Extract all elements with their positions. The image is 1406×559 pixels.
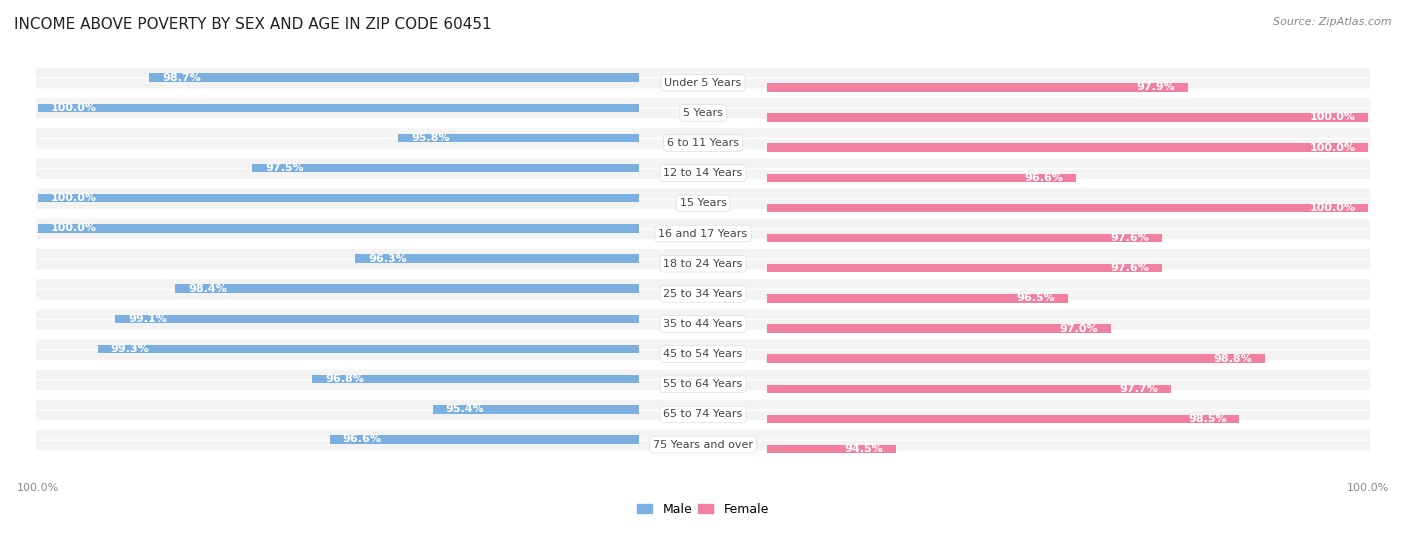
FancyBboxPatch shape [37, 380, 1369, 390]
Bar [433, 405, 638, 414]
FancyBboxPatch shape [37, 219, 1369, 229]
Bar [768, 143, 1368, 152]
Text: Under 5 Years: Under 5 Years [665, 78, 741, 88]
Text: 45 to 54 Years: 45 to 54 Years [664, 349, 742, 359]
Bar [768, 83, 1188, 92]
Bar [38, 103, 638, 112]
Text: Source: ZipAtlas.com: Source: ZipAtlas.com [1274, 17, 1392, 27]
Text: 25 to 34 Years: 25 to 34 Years [664, 289, 742, 299]
FancyBboxPatch shape [37, 230, 1369, 239]
Text: 96.6%: 96.6% [343, 434, 381, 444]
Bar [768, 234, 1163, 242]
Bar [768, 294, 1067, 302]
Text: 16 and 17 Years: 16 and 17 Years [658, 229, 748, 239]
Text: 5 Years: 5 Years [683, 108, 723, 118]
Bar [768, 113, 1368, 122]
Text: 99.1%: 99.1% [128, 314, 167, 324]
Text: 96.8%: 96.8% [325, 374, 364, 384]
Text: 12 to 14 Years: 12 to 14 Years [664, 168, 742, 178]
FancyBboxPatch shape [37, 200, 1369, 209]
FancyBboxPatch shape [37, 320, 1369, 330]
FancyBboxPatch shape [37, 98, 1369, 108]
FancyBboxPatch shape [37, 350, 1369, 360]
Bar [768, 324, 1111, 333]
Text: 95.4%: 95.4% [446, 404, 484, 414]
FancyBboxPatch shape [37, 440, 1369, 451]
Text: 95.8%: 95.8% [411, 133, 450, 143]
Text: 97.9%: 97.9% [1136, 82, 1175, 92]
Text: 96.3%: 96.3% [368, 254, 406, 263]
FancyBboxPatch shape [37, 249, 1369, 259]
Bar [398, 134, 638, 142]
Text: 100.0%: 100.0% [1309, 112, 1355, 122]
FancyBboxPatch shape [37, 400, 1369, 409]
Bar [38, 194, 638, 202]
Text: 97.0%: 97.0% [1059, 324, 1098, 334]
Text: 99.3%: 99.3% [111, 344, 149, 354]
FancyBboxPatch shape [37, 139, 1369, 149]
Bar [98, 345, 638, 353]
Text: 97.6%: 97.6% [1111, 263, 1149, 273]
Bar [176, 285, 638, 293]
FancyBboxPatch shape [37, 279, 1369, 288]
Bar [768, 203, 1368, 212]
Bar [768, 385, 1171, 393]
Bar [312, 375, 638, 383]
Text: 35 to 44 Years: 35 to 44 Years [664, 319, 742, 329]
Bar [768, 264, 1163, 272]
FancyBboxPatch shape [37, 430, 1369, 439]
FancyBboxPatch shape [37, 68, 1369, 78]
FancyBboxPatch shape [37, 129, 1369, 138]
Text: 55 to 64 Years: 55 to 64 Years [664, 379, 742, 389]
Text: 98.5%: 98.5% [1188, 414, 1226, 424]
Text: 75 Years and over: 75 Years and over [652, 439, 754, 449]
Bar [356, 254, 638, 263]
Text: 98.4%: 98.4% [188, 284, 226, 293]
FancyBboxPatch shape [37, 309, 1369, 319]
Text: 100.0%: 100.0% [51, 193, 97, 203]
Text: 97.5%: 97.5% [266, 163, 304, 173]
FancyBboxPatch shape [37, 109, 1369, 119]
Bar [38, 224, 638, 233]
Text: 98.7%: 98.7% [162, 73, 201, 83]
Text: 100.0%: 100.0% [51, 224, 97, 234]
Text: 100.0%: 100.0% [1309, 143, 1355, 153]
Bar [149, 73, 638, 82]
FancyBboxPatch shape [37, 339, 1369, 349]
FancyBboxPatch shape [37, 290, 1369, 300]
FancyBboxPatch shape [37, 169, 1369, 179]
FancyBboxPatch shape [37, 79, 1369, 88]
Text: 94.5%: 94.5% [845, 444, 883, 454]
Text: 96.5%: 96.5% [1017, 293, 1054, 304]
FancyBboxPatch shape [37, 260, 1369, 269]
Bar [768, 354, 1265, 363]
Text: 15 Years: 15 Years [679, 198, 727, 209]
Text: 6 to 11 Years: 6 to 11 Years [666, 138, 740, 148]
Bar [768, 173, 1077, 182]
FancyBboxPatch shape [37, 188, 1369, 198]
Bar [252, 164, 638, 172]
Text: INCOME ABOVE POVERTY BY SEX AND AGE IN ZIP CODE 60451: INCOME ABOVE POVERTY BY SEX AND AGE IN Z… [14, 17, 492, 32]
Text: 100.0%: 100.0% [51, 103, 97, 113]
Bar [768, 445, 896, 453]
FancyBboxPatch shape [37, 369, 1369, 379]
Bar [768, 415, 1240, 423]
Legend: Male, Female: Male, Female [633, 498, 773, 520]
Text: 65 to 74 Years: 65 to 74 Years [664, 409, 742, 419]
Text: 96.6%: 96.6% [1025, 173, 1063, 183]
FancyBboxPatch shape [37, 158, 1369, 168]
Text: 98.8%: 98.8% [1213, 354, 1253, 364]
Text: 97.7%: 97.7% [1119, 384, 1159, 394]
Bar [329, 435, 638, 444]
FancyBboxPatch shape [37, 410, 1369, 420]
Text: 97.6%: 97.6% [1111, 233, 1149, 243]
Text: 18 to 24 Years: 18 to 24 Years [664, 259, 742, 269]
Bar [115, 315, 638, 323]
Text: 100.0%: 100.0% [1309, 203, 1355, 213]
